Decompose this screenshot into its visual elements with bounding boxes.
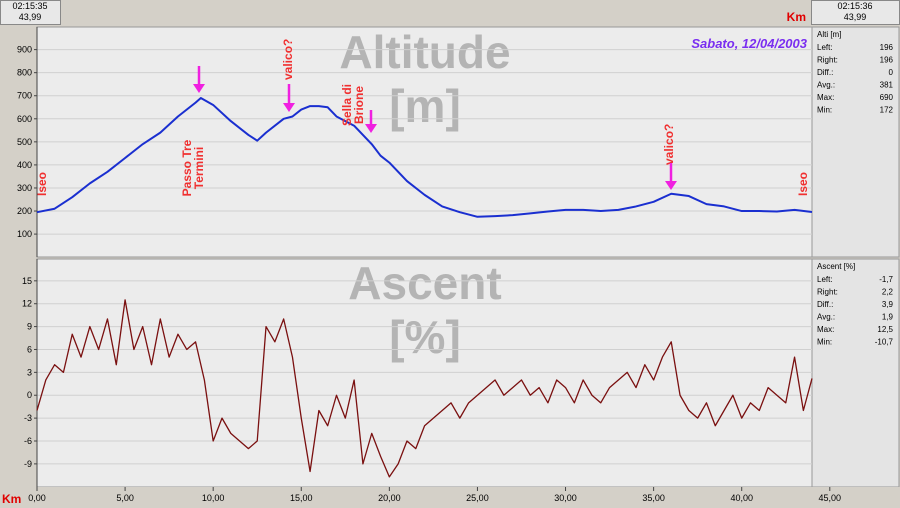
stats-label: Left: (817, 43, 833, 52)
left-info-box (0, 0, 61, 25)
y-tick-label: 300 (17, 183, 32, 193)
stats-label: Diff.: (817, 68, 833, 77)
watermark: [%] (389, 311, 461, 363)
y-tick-label: 800 (17, 68, 32, 78)
annotation: Brione (352, 86, 366, 124)
stats-title: Ascent [%] (817, 262, 855, 271)
x-axis-label: Km (2, 492, 21, 506)
annotation: Termini (192, 147, 206, 189)
left-km: 43,99 (19, 12, 42, 22)
stats-label: Min: (817, 338, 832, 347)
y-tick-label: 12 (22, 299, 32, 309)
annotation-arrowhead (193, 84, 205, 93)
stats-value: 196 (880, 43, 894, 52)
right-km: 43,99 (844, 12, 867, 22)
watermark: Altitude (339, 26, 510, 78)
data-line (36, 299, 813, 478)
y-tick-label: 15 (22, 276, 32, 286)
x-tick-label: 0,00 (28, 493, 46, 503)
unit-label: Km (787, 10, 806, 24)
annotation: Iseo (35, 172, 49, 196)
stats-value: 196 (880, 56, 894, 65)
x-tick-label: 20,00 (378, 493, 401, 503)
left-time: 02:15:35 (12, 1, 47, 11)
y-tick-label: 200 (17, 206, 32, 216)
right-time: 02:15:36 (837, 1, 872, 11)
stats-label: Diff.: (817, 300, 833, 309)
stats-label: Right: (817, 56, 838, 65)
x-tick-label: 30,00 (554, 493, 577, 503)
annotation: Iseo (796, 172, 810, 196)
annotation: Passo Tre (180, 139, 194, 196)
stats-value: -10,7 (875, 338, 894, 347)
annotation: Sella di (340, 84, 354, 126)
stats-label: Min: (817, 106, 832, 115)
x-tick-label: 25,00 (466, 493, 489, 503)
stats-label: Max: (817, 93, 834, 102)
stats-label: Avg.: (817, 313, 835, 322)
x-tick-label: 40,00 (730, 493, 753, 503)
annotation: valico? (662, 124, 676, 165)
y-tick-label: 100 (17, 229, 32, 239)
watermark: Ascent (348, 257, 501, 309)
y-tick-label: 0 (27, 390, 32, 400)
annotation: valico? (281, 39, 295, 80)
stats-value: 12,5 (877, 325, 893, 334)
y-tick-label: 700 (17, 91, 32, 101)
stats-label: Max: (817, 325, 834, 334)
y-tick-label: 600 (17, 114, 32, 124)
y-tick-label: -9 (24, 459, 32, 469)
y-tick-label: 900 (17, 45, 32, 55)
x-tick-label: 45,00 (819, 493, 842, 503)
stats-value: 381 (880, 81, 894, 90)
right-info-box (811, 0, 900, 25)
x-tick-label: 10,00 (202, 493, 225, 503)
stats-label: Right: (817, 288, 838, 297)
annotation-arrowhead (365, 124, 377, 133)
y-tick-label: 400 (17, 160, 32, 170)
watermark: [m] (389, 80, 461, 132)
x-axis-strip (0, 487, 900, 508)
stats-value: -1,7 (879, 275, 893, 284)
x-tick-label: 35,00 (642, 493, 665, 503)
y-tick-label: 3 (27, 367, 32, 377)
stats-value: 2,2 (882, 288, 894, 297)
annotation-arrowhead (665, 181, 677, 190)
stats-title: Alti [m] (817, 30, 841, 39)
x-tick-label: 5,00 (116, 493, 134, 503)
annotation-arrowhead (283, 103, 295, 112)
data-line (36, 97, 813, 218)
stats-value: 1,9 (882, 313, 894, 322)
y-tick-label: 500 (17, 137, 32, 147)
y-tick-label: 6 (27, 344, 32, 354)
y-tick-label: 9 (27, 322, 32, 332)
stats-value: 172 (880, 106, 894, 115)
stats-label: Avg.: (817, 81, 835, 90)
y-tick-label: -3 (24, 413, 32, 423)
stats-value: 0 (889, 68, 894, 77)
stats-label: Left: (817, 275, 833, 284)
y-tick-label: -6 (24, 436, 32, 446)
stats-value: 690 (880, 93, 894, 102)
stats-panel (811, 26, 900, 258)
x-tick-label: 15,00 (290, 493, 313, 503)
stats-value: 3,9 (882, 300, 894, 309)
subtitle: Sabato, 12/04/2003 (691, 36, 807, 51)
plot-area (36, 258, 813, 488)
